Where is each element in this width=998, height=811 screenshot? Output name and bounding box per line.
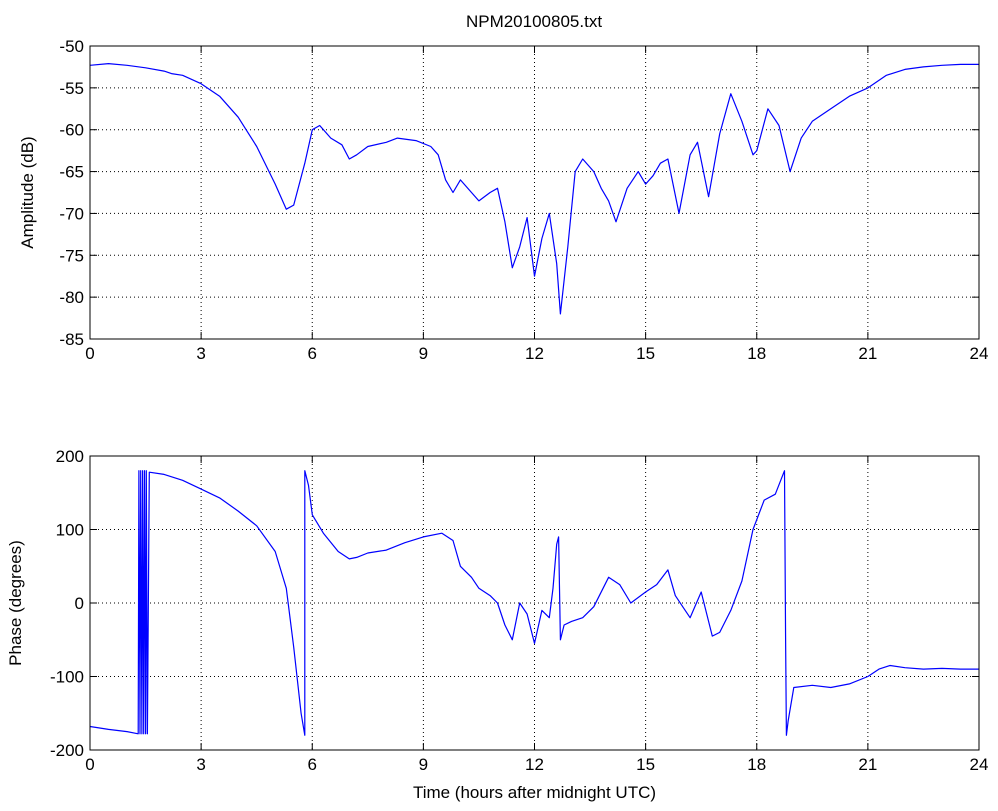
phase-ytick-label: -100 <box>50 668 84 687</box>
amplitude-xtick-label: 6 <box>308 344 317 363</box>
amplitude-ticks: 0 3 6 9 12 15 18 21 24 -85 -80 -75 -70 -65 -60 -55 -50 <box>59 37 988 363</box>
amplitude-xtick-label: 24 <box>970 344 989 363</box>
phase-series <box>89 470 979 736</box>
phase-xtick-label: 24 <box>970 755 989 774</box>
phase-panel: 0 3 6 9 12 15 18 21 24 -200 -100 0 100 200 Phase (deg… <box>6 447 988 802</box>
phase-ytick-label: 100 <box>56 521 84 540</box>
amplitude-ylabel: Amplitude (dB) <box>18 136 37 248</box>
phase-ytick-label: -200 <box>50 741 84 760</box>
phase-xtick-label: 18 <box>747 755 766 774</box>
amplitude-xtick-label: 15 <box>636 344 655 363</box>
amplitude-ytick-label: -65 <box>59 163 84 182</box>
amplitude-series-line <box>89 62 979 315</box>
amplitude-xtick-label: 0 <box>85 344 94 363</box>
amplitude-grid <box>90 46 979 339</box>
amplitude-xtick-label: 21 <box>858 344 877 363</box>
phase-ytick-label: 200 <box>56 447 84 466</box>
amplitude-ytick-label: -50 <box>59 37 84 56</box>
phase-ticks: 0 3 6 9 12 15 18 21 24 -200 -100 0 100 200 <box>50 447 988 774</box>
amplitude-series <box>89 62 979 315</box>
phase-grid <box>90 456 979 750</box>
phase-series-line <box>89 470 979 736</box>
figure-title: NPM20100805.txt <box>466 12 602 31</box>
phase-xtick-label: 3 <box>196 755 205 774</box>
amplitude-axes-frame <box>89 45 980 340</box>
amplitude-xtick-label: 12 <box>525 344 544 363</box>
phase-ylabel: Phase (degrees) <box>6 540 25 666</box>
amplitude-xtick-label: 9 <box>419 344 428 363</box>
amplitude-ytick-label: -55 <box>59 79 84 98</box>
phase-xtick-label: 21 <box>858 755 877 774</box>
phase-xtick-label: 0 <box>85 755 94 774</box>
amplitude-ytick-label: -80 <box>59 288 84 307</box>
phase-xlabel: Time (hours after midnight UTC) <box>413 783 656 802</box>
amplitude-ytick-label: -70 <box>59 204 84 223</box>
amplitude-xtick-label: 18 <box>747 344 766 363</box>
phase-xtick-label: 6 <box>308 755 317 774</box>
phase-xtick-label: 9 <box>419 755 428 774</box>
phase-xtick-label: 12 <box>525 755 544 774</box>
amplitude-ytick-label: -85 <box>59 330 84 349</box>
amplitude-panel: 0 3 6 9 12 15 18 21 24 -85 -80 -75 -70 -65 -60 -55 -50 A… <box>18 37 988 363</box>
phase-xtick-label: 15 <box>636 755 655 774</box>
phase-ytick-label: 0 <box>75 594 84 613</box>
amplitude-ytick-label: -75 <box>59 246 84 265</box>
amplitude-xtick-label: 3 <box>196 344 205 363</box>
amplitude-ytick-label: -60 <box>59 121 84 140</box>
